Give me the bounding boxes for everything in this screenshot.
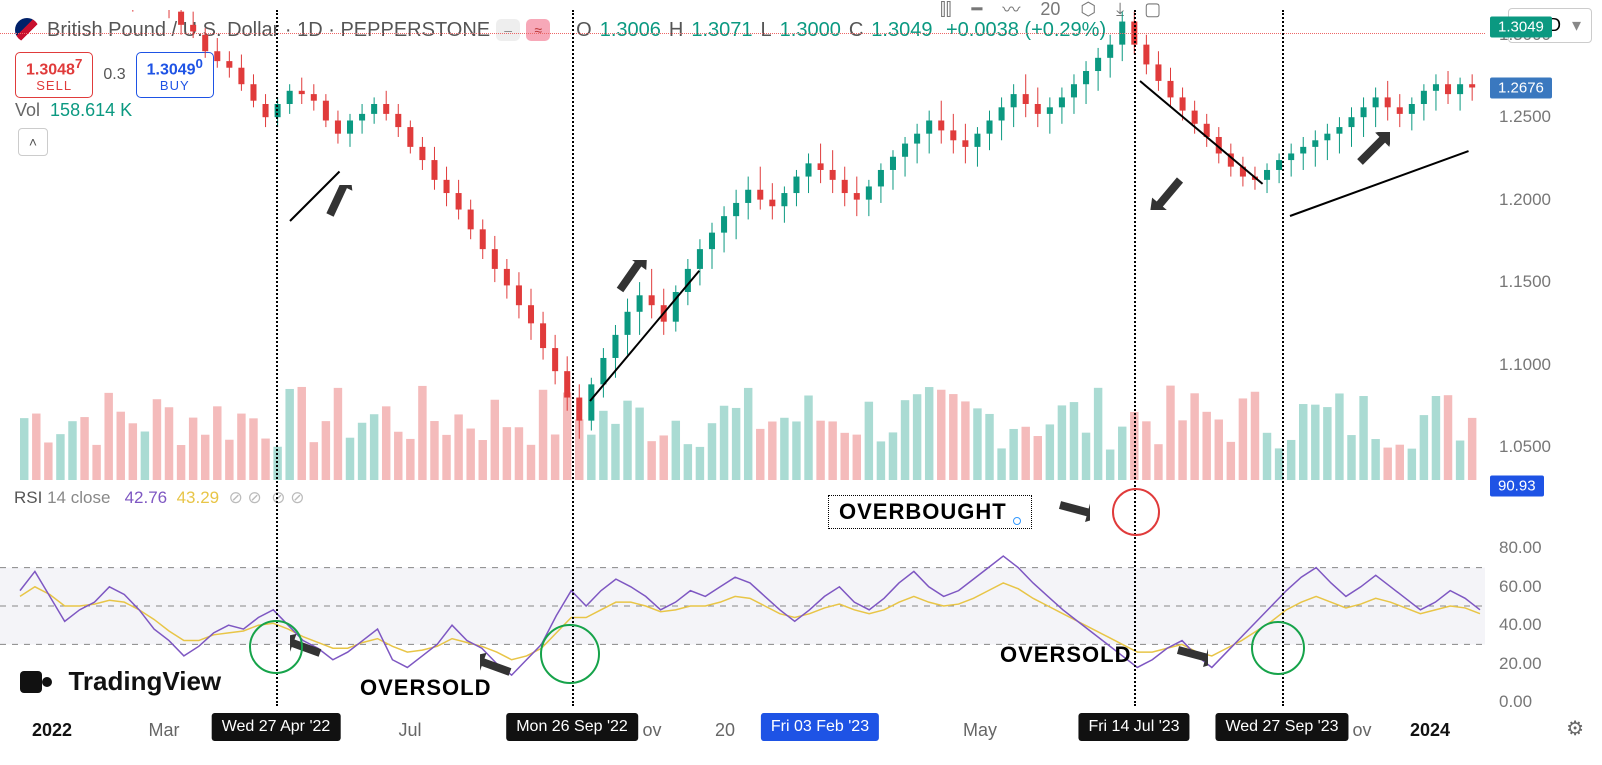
- price-chart-pane[interactable]: [0, 10, 1485, 480]
- price-y-axis[interactable]: 1.30001.25001.20001.15001.10001.05001.30…: [1485, 10, 1602, 480]
- time-axis[interactable]: 20222024MarJulov20MayovWed 27 Apr '22Mon…: [0, 706, 1602, 756]
- rsi-y-axis[interactable]: 90.9380.0060.0040.0020.000.00: [1485, 480, 1602, 706]
- rsi-pane[interactable]: RSI 14 close 42.76 43.29 ⊘ ⊘ ⊘ ⊘: [0, 480, 1485, 706]
- settings-icon[interactable]: ⚙: [1566, 716, 1584, 741]
- tv-logo-icon: [20, 671, 42, 693]
- tradingview-logo[interactable]: TradingView: [20, 666, 221, 697]
